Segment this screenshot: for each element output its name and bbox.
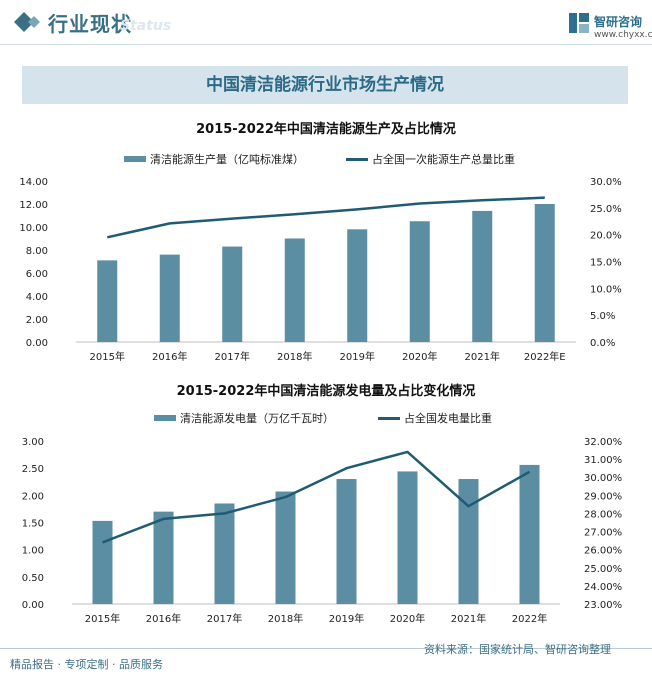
chart1-ytick-right: 5.0% <box>590 311 615 322</box>
chart2-legend-bar-label: 清洁能源发电量（万亿千瓦时） <box>180 412 334 425</box>
chart1-bar <box>409 221 430 342</box>
section-ghost-text: Status <box>120 18 172 34</box>
chart2-ytick-right: 28.00% <box>584 509 622 520</box>
chart2-ytick-left: 0.50 <box>22 573 44 584</box>
chart2-xtick: 2022年 <box>512 612 547 625</box>
chart1-bar <box>472 210 493 342</box>
chart1-xtick: 2017年 <box>215 350 250 363</box>
chart1-bar <box>534 204 555 342</box>
chart2-ytick-right: 31.00% <box>584 455 622 466</box>
chart1-xtick: 2020年 <box>402 350 437 363</box>
chart2-ytick-left: 1.50 <box>22 519 44 530</box>
chart1-bar <box>222 246 243 342</box>
chart1-ytick-right: 30.0% <box>590 177 622 188</box>
chart2-title: 2015-2022年中国清洁能源发电量及占比变化情况 <box>176 384 476 399</box>
banner <box>22 66 628 104</box>
chart1-ytick-left: 14.00 <box>19 177 48 188</box>
footer-source: 资料来源：国家统计局、智研咨询整理 <box>424 643 611 656</box>
chart2-xtick: 2020年 <box>390 612 425 625</box>
chart2-ytick-left: 3.00 <box>22 437 44 448</box>
chart1-xtick: 2019年 <box>340 350 375 363</box>
page-header: 行业现状 Status 智研咨询 www.chyxx.com <box>0 0 652 40</box>
section-title: 行业现状 <box>48 12 132 36</box>
chart2-ytick-right: 29.00% <box>584 491 622 502</box>
chart1-xtick: 2016年 <box>152 350 187 363</box>
chart1-ytick-right: 10.0% <box>590 284 622 295</box>
chart1-bar <box>159 254 180 342</box>
chart2-bar <box>275 491 296 604</box>
chart1-ytick-left: 6.00 <box>26 269 48 280</box>
chart2-ytick-right: 24.00% <box>584 582 622 593</box>
header-divider <box>0 44 652 45</box>
chart1-ytick-left: 2.00 <box>26 315 48 326</box>
footer-slogan: 精品报告 · 专项定制 · 品质服务 <box>10 658 163 671</box>
brand-name: 智研咨询 <box>594 15 643 29</box>
chart2-ytick-right: 30.00% <box>584 473 622 484</box>
footer-divider <box>0 648 652 649</box>
chart2-ytick-left: 0.00 <box>22 600 44 611</box>
chart1-xtick: 2022年E <box>524 350 566 363</box>
chart1-ytick-right: 0.0% <box>590 338 615 349</box>
chart2-ytick-right: 25.00% <box>584 564 622 575</box>
chart1-plot: 0.00 2.00 4.00 6.00 8.00 10.00 12.00 14.00 0.0% 5… <box>19 177 622 363</box>
chart2-ytick-right: 23.00% <box>584 600 622 611</box>
brand-logo-icon <box>569 13 589 33</box>
chart1-legend-bar-label: 清洁能源生产量（亿吨标准煤） <box>150 153 304 166</box>
chart1-ytick-right: 15.0% <box>590 258 622 269</box>
chart1-xtick: 2021年 <box>465 350 500 363</box>
chart2-ytick-right: 26.00% <box>584 546 622 557</box>
chart1-title: 2015-2022年中国清洁能源生产及占比情况 <box>196 122 456 137</box>
chart1-legend-line-label: 占全国一次能源生产总量比重 <box>372 153 515 166</box>
banner-title: 中国清洁能源行业市场生产情况 <box>206 75 444 95</box>
chart2-bar <box>519 464 540 604</box>
chart2-xtick: 2015年 <box>85 612 120 625</box>
chart2-ytick-left: 2.50 <box>22 464 44 475</box>
chart1-ytick-left: 4.00 <box>26 292 48 303</box>
chart1-bar <box>97 260 118 342</box>
chart2-bar <box>92 520 113 604</box>
chart2-legend-line-label: 占全国发电量比重 <box>404 412 492 425</box>
chart1-ytick-right: 20.0% <box>590 231 622 242</box>
chart2-bar <box>214 503 235 604</box>
chart1-ytick-left: 0.00 <box>26 338 48 349</box>
chart1-ytick-left: 10.00 <box>19 223 48 234</box>
chart1-bar <box>284 238 305 342</box>
chart2-legend-line-swatch <box>378 417 400 420</box>
chart2-bar <box>458 479 479 604</box>
chart2-xtick: 2017年 <box>207 612 242 625</box>
chart1-xtick: 2015年 <box>90 350 125 363</box>
chart1-ytick-left: 12.00 <box>19 200 48 211</box>
chart2-bar <box>153 511 174 604</box>
chart2-bar <box>336 479 357 604</box>
chart2-xtick: 2021年 <box>451 612 486 625</box>
chart1-legend-line-swatch <box>346 158 368 161</box>
chart2-plot: 0.00 0.50 1.00 1.50 2.00 2.50 3.00 23.00% 24.00%… <box>22 437 622 625</box>
chart1-ratio-line <box>107 196 545 239</box>
chart2-ratio-line <box>102 450 531 544</box>
chart1-ytick-left: 8.00 <box>26 246 48 257</box>
brand-url: www.chyxx.com <box>594 30 652 40</box>
chart2-legend-bar-swatch <box>154 415 176 421</box>
chart2-xtick: 2016年 <box>146 612 181 625</box>
chart2-xtick: 2019年 <box>329 612 364 625</box>
chart1-ytick-right: 25.0% <box>590 204 622 215</box>
chart1-bar <box>347 229 368 342</box>
chart2-xtick: 2018年 <box>268 612 303 625</box>
chart1-xtick: 2018年 <box>277 350 312 363</box>
chart2-ytick-right: 27.00% <box>584 528 622 539</box>
chart2-ytick-left: 2.00 <box>22 491 44 502</box>
chart2-ytick-left: 1.00 <box>22 546 44 557</box>
chart2-ytick-right: 32.00% <box>584 437 622 448</box>
chart1-legend-bar-swatch <box>124 156 146 162</box>
chart2-bar <box>397 471 418 604</box>
diamond-icon <box>14 12 40 32</box>
